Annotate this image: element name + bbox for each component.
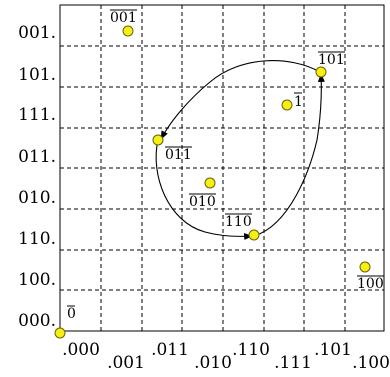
column-label: .110: [232, 340, 270, 360]
row-labels: 001. 101. 111. 011. 010. 110. 100. 000.: [18, 23, 56, 331]
column-labels: .000 .001 .011 .010 .110 .111 .101 .100: [62, 340, 390, 373]
point-1: [281, 99, 293, 111]
row-label: 010.: [18, 188, 56, 208]
point-011: [152, 134, 164, 146]
row-label: 011.: [18, 147, 56, 167]
point-010: [204, 177, 216, 189]
point-label-1: 1: [294, 94, 303, 110]
point-110: [248, 229, 260, 241]
column-label: .101: [314, 340, 352, 360]
arc-101-to-011: [160, 60, 321, 140]
point-label-011: 011: [165, 147, 192, 163]
point-label-100: 100: [357, 276, 384, 292]
column-label: .000: [62, 340, 100, 360]
arc-110-to-101: [253, 73, 325, 237]
point-label-0: 0: [67, 306, 76, 322]
points: [54, 25, 371, 339]
point-101: [315, 66, 327, 78]
row-label: 000.: [18, 311, 56, 331]
point-100: [359, 261, 371, 273]
column-label: .111: [274, 353, 312, 373]
point-label-101: 101: [318, 52, 345, 68]
row-label: 110.: [18, 229, 56, 249]
dashed-grid: [60, 5, 384, 331]
column-label: .001: [107, 353, 145, 373]
column-label: .100: [352, 353, 390, 373]
row-label: 101.: [18, 65, 56, 85]
row-label: 001.: [18, 23, 56, 43]
point-0: [54, 327, 66, 339]
column-label: .010: [194, 353, 232, 373]
point-label-010: 010: [189, 194, 216, 210]
column-label: .011: [151, 340, 189, 360]
row-label: 111.: [18, 105, 56, 125]
arc-011-to-110: [155, 139, 253, 241]
row-label: 100.: [18, 270, 56, 290]
point-001: [122, 25, 134, 37]
point-labels: 001 101 1 011 010 110 100 0: [67, 9, 384, 322]
point-label-110: 110: [225, 214, 252, 230]
point-label-001: 001: [110, 10, 137, 26]
